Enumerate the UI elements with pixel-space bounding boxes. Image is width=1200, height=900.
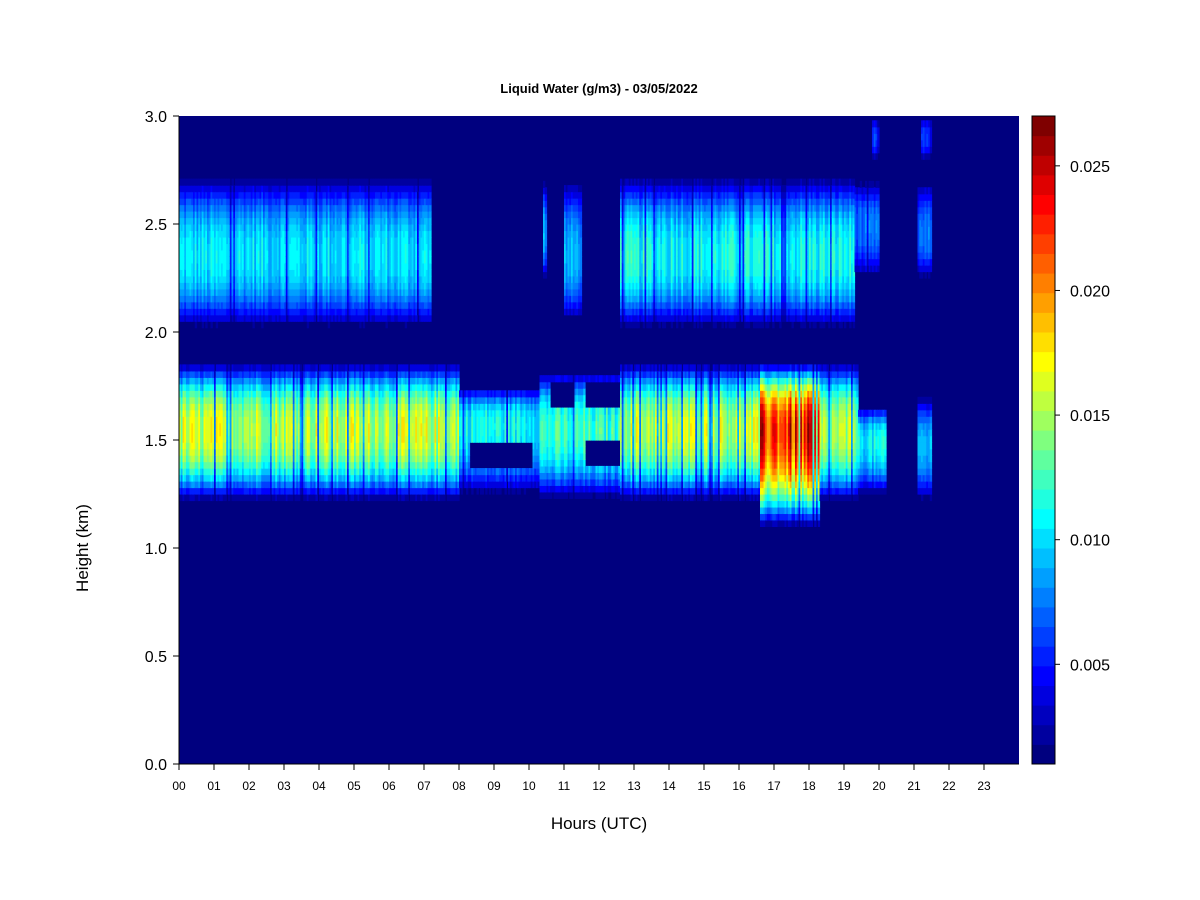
x-tick-label: 08 <box>452 779 466 793</box>
colorbar-swatch <box>1032 587 1055 608</box>
cloud-layer-upper <box>917 187 933 279</box>
colorbar-swatch <box>1032 489 1055 510</box>
colorbar-swatch <box>1032 390 1055 412</box>
x-tick-label: 16 <box>732 779 746 793</box>
x-tick-label: 11 <box>558 779 571 793</box>
colorbar-swatch <box>1032 567 1055 588</box>
x-tick-label: 00 <box>172 779 186 793</box>
colorbar-swatch <box>1032 253 1055 274</box>
x-tick-label: 20 <box>872 779 886 793</box>
colorbar-swatch <box>1032 685 1055 706</box>
colorbar-swatch <box>1032 646 1055 667</box>
cloud-layer-upper <box>543 180 548 279</box>
colorbar-tick-label: 0.025 <box>1070 159 1110 176</box>
y-tick-label: 2.0 <box>145 325 167 342</box>
cloud-layer-upper <box>854 180 880 273</box>
colorbar-swatch <box>1032 724 1055 745</box>
y-tick-label: 1.5 <box>145 433 167 450</box>
x-axis-label: Hours (UTC) <box>551 814 647 833</box>
cloud-layer-lower <box>620 364 761 502</box>
y-tick-label: 0.5 <box>145 649 167 666</box>
x-tick-label: 15 <box>697 779 711 793</box>
cloud-layer-lower <box>459 390 541 495</box>
colorbar-swatch <box>1032 332 1055 353</box>
colorbar: 0.005 0.010 0.015 0.020 0.025 <box>1031 115 1110 765</box>
colorbar-swatch <box>1032 606 1055 628</box>
cloud-layer-lower <box>760 364 821 527</box>
colorbar-swatch <box>1032 351 1055 372</box>
x-tick-label: 05 <box>347 779 361 793</box>
chart-title: Liquid Water (g/m3) - 03/05/2022 <box>500 81 697 96</box>
y-axis: 0.0 0.5 1.0 1.5 2.0 2.5 3.0 <box>145 109 180 774</box>
y-axis-label: Height (km) <box>73 504 92 592</box>
cloud-layer-lower <box>539 375 621 499</box>
x-tick-label: 13 <box>627 779 641 793</box>
cloud-layer-upper <box>620 178 856 329</box>
colorbar-swatch <box>1032 174 1055 196</box>
x-tick-label: 04 <box>312 779 326 793</box>
cloud-layer-lower <box>819 364 859 502</box>
colorbar-swatch <box>1032 135 1055 156</box>
x-tick-label: 18 <box>802 779 816 793</box>
colorbar-swatch <box>1032 744 1055 765</box>
colorbar-swatch <box>1032 469 1055 490</box>
x-tick-label: 17 <box>767 779 781 793</box>
x-tick-label: 19 <box>837 779 851 793</box>
colorbar-swatch <box>1032 292 1055 313</box>
colorbar-tick-label: 0.015 <box>1070 408 1110 425</box>
cloud-layer-top <box>872 120 880 160</box>
colorbar-swatch <box>1032 194 1055 215</box>
cloud-layer-lower <box>917 396 933 502</box>
x-tick-label: 01 <box>207 779 221 793</box>
colorbar-swatch <box>1032 233 1055 254</box>
cloud-layer-lower <box>858 409 887 495</box>
cloud-layer-upper <box>179 178 432 329</box>
colorbar-swatch <box>1032 371 1055 392</box>
colorbar-swatch <box>1032 449 1055 470</box>
x-tick-label: 22 <box>942 779 956 793</box>
cloud-layer-upper <box>564 185 583 316</box>
y-tick-label: 0.0 <box>145 757 167 774</box>
colorbar-swatch <box>1032 155 1055 176</box>
colorbar-swatch <box>1032 410 1055 431</box>
colorbar-swatch <box>1032 548 1055 569</box>
x-tick-label: 07 <box>417 779 431 793</box>
x-tick-label: 23 <box>977 779 991 793</box>
x-tick-label: 09 <box>487 779 501 793</box>
colorbar-tick-label: 0.010 <box>1070 533 1110 550</box>
x-tick-label: 03 <box>277 779 291 793</box>
colorbar-swatch <box>1032 528 1055 549</box>
colorbar-swatch <box>1032 312 1055 333</box>
x-tick-label: 10 <box>522 779 536 793</box>
cloud-layer-top <box>921 120 933 160</box>
colorbar-swatch <box>1032 626 1055 647</box>
colorbar-swatch <box>1032 508 1055 529</box>
heatmap-plot-area <box>179 116 1019 764</box>
y-tick-label: 2.5 <box>145 217 167 234</box>
x-tick-label: 06 <box>382 779 396 793</box>
y-tick-label: 3.0 <box>145 109 167 126</box>
x-axis: 00 01 02 03 04 05 06 07 08 09 10 11 12 13 14 15 16 17 18 19… <box>172 763 1019 793</box>
y-tick-label: 1.0 <box>145 541 167 558</box>
colorbar-swatch <box>1032 705 1055 726</box>
colorbar-tick-label: 0.020 <box>1070 283 1110 300</box>
colorbar-swatch <box>1032 665 1055 686</box>
cloud-layer-lower <box>179 364 460 502</box>
x-tick-label: 14 <box>662 779 676 793</box>
x-tick-label: 12 <box>592 779 606 793</box>
x-tick-label: 21 <box>907 779 921 793</box>
colorbar-swatch <box>1032 273 1055 294</box>
colorbar-swatch <box>1032 116 1055 137</box>
colorbar-frame <box>1031 115 1056 765</box>
colorbar-swatch <box>1032 214 1055 235</box>
colorbar-tick-label: 0.005 <box>1070 657 1110 674</box>
x-tick-label: 02 <box>242 779 256 793</box>
colorbar-swatch <box>1032 430 1055 451</box>
